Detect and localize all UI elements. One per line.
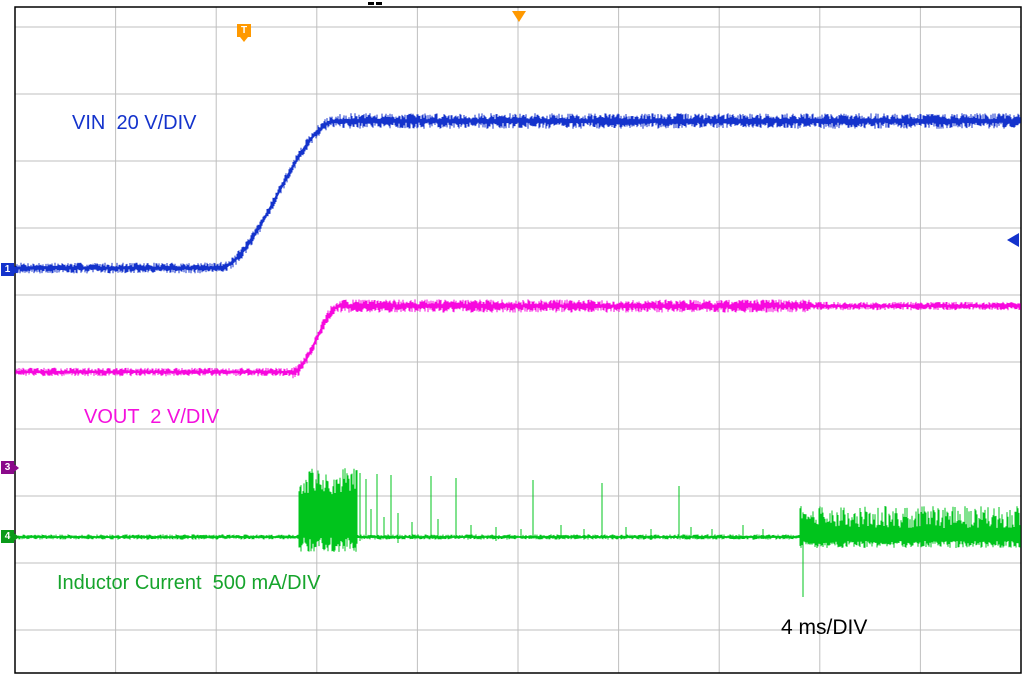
channel-1-marker-label: 1 <box>4 264 11 275</box>
channel-4-marker-label: 4 <box>4 531 11 542</box>
inductor-trace-label: Inductor Current 500 mA/DIV <box>57 572 321 594</box>
timebase-label: 4 ms/DIV <box>781 616 868 639</box>
vin-trace-label: VIN 20 V/DIV <box>72 112 197 134</box>
trigger-level-arrow-icon <box>1007 233 1019 247</box>
trigger-time-marker: T <box>237 24 251 42</box>
top-tick-mark <box>368 2 374 5</box>
channel-4-marker: 4 <box>1 530 19 543</box>
trigger-time-label: T <box>240 25 248 36</box>
vin-trace-core <box>16 119 1018 270</box>
graticule-frame <box>14 6 1022 674</box>
top-tick-mark <box>376 2 382 5</box>
vout-trace-label: VOUT 2 V/DIV <box>84 406 220 428</box>
channel-3-marker: 3 <box>1 461 19 474</box>
trigger-position-arrow-icon <box>512 11 526 22</box>
channel-3-marker-label: 3 <box>4 462 11 473</box>
vout-trace-core <box>16 305 1018 373</box>
channel-1-marker: 1 <box>1 263 19 276</box>
